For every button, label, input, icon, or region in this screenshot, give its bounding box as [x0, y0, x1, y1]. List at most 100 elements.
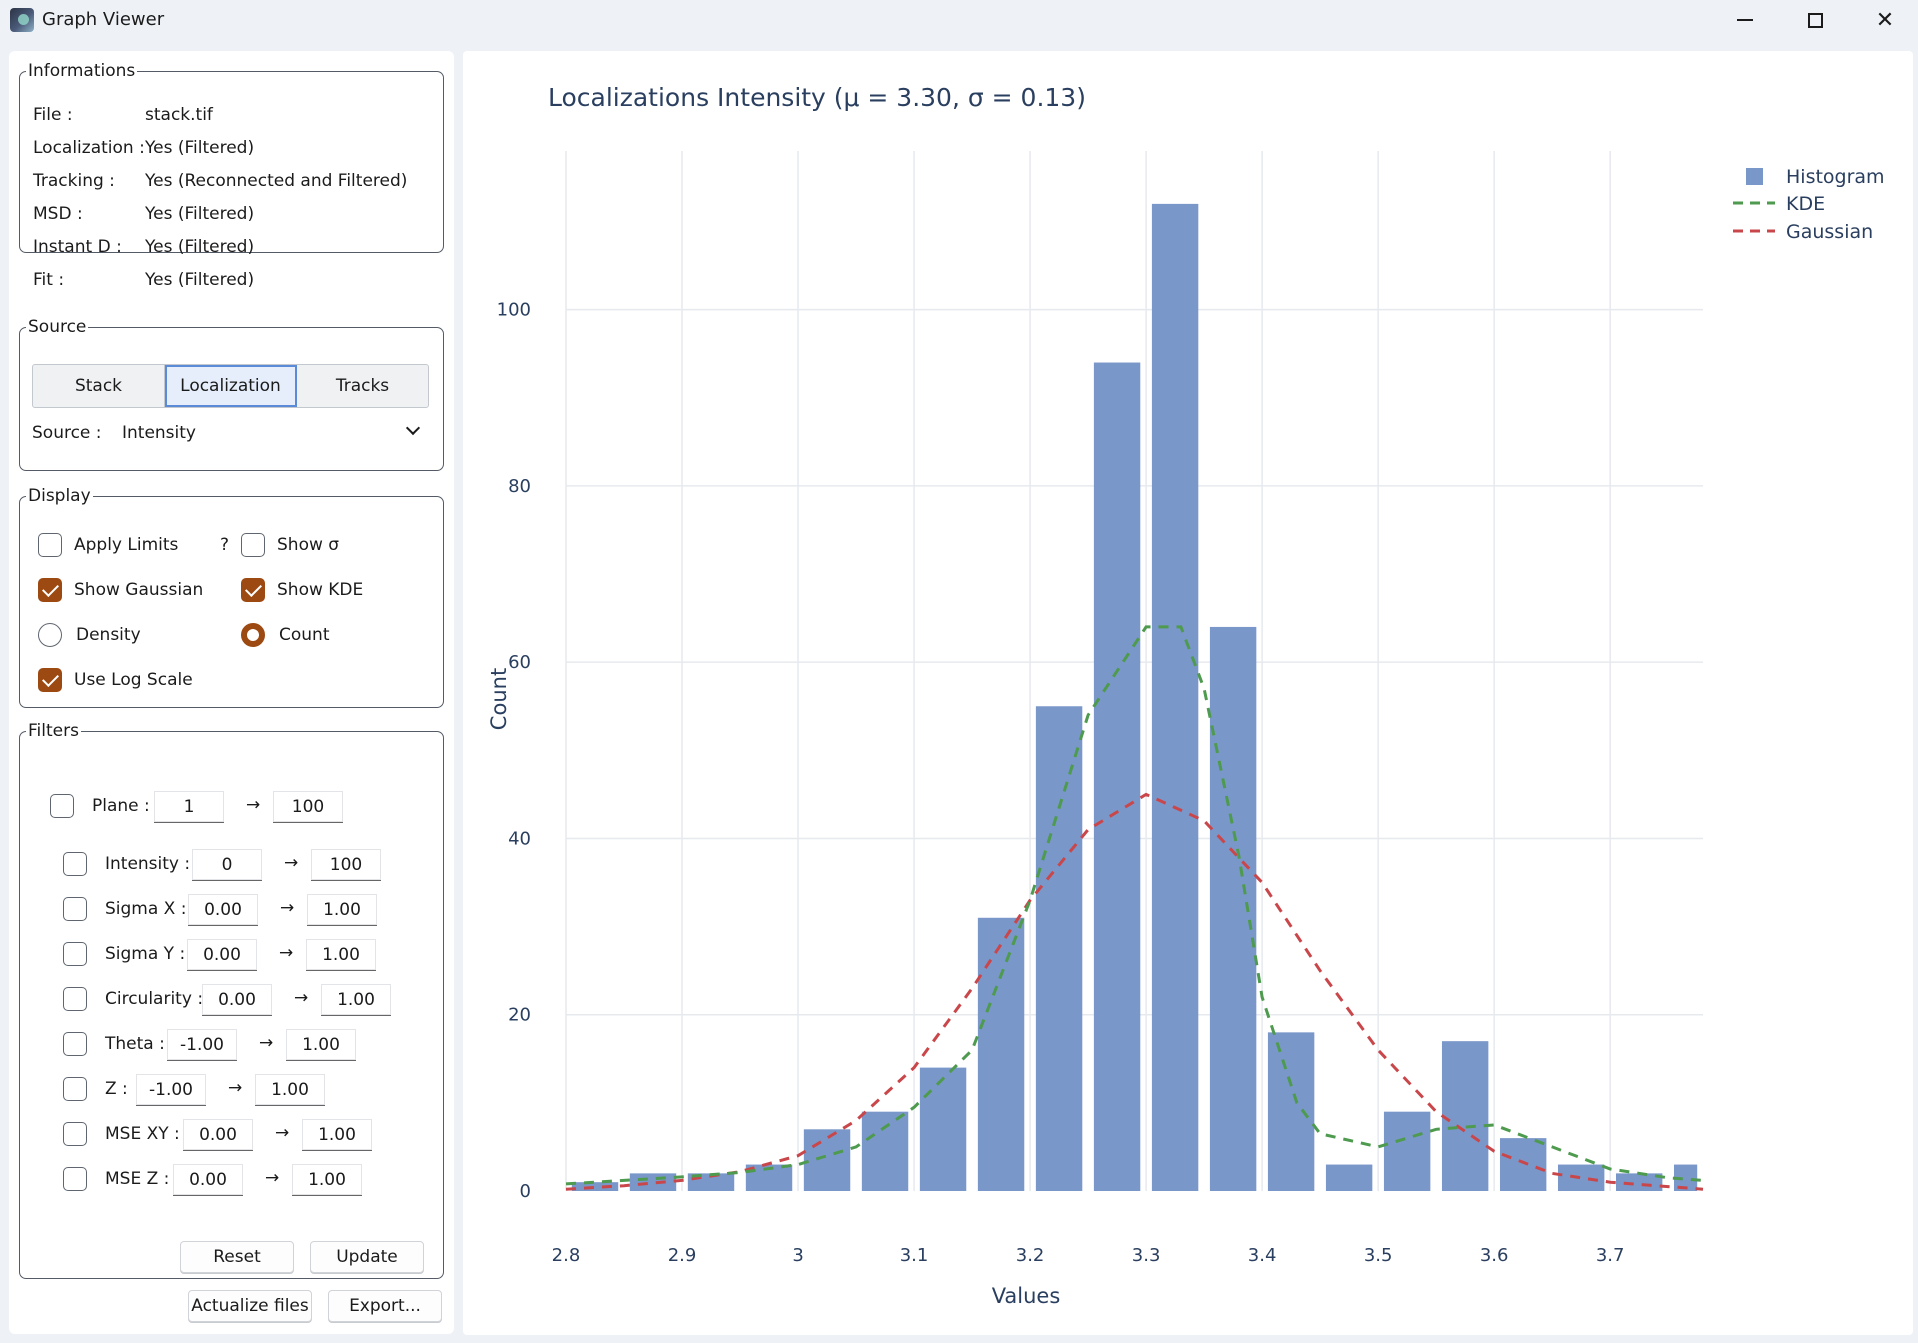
app-icon — [10, 8, 34, 32]
x-tick-label: 3 — [792, 1245, 803, 1266]
mse-z-filter-label: MSE Z : — [105, 1169, 170, 1189]
range-arrow: → — [275, 1123, 290, 1143]
info-value: stack.tif — [145, 105, 213, 125]
export-button[interactable]: Export... — [328, 1290, 442, 1322]
filters-legend: Filters — [28, 721, 79, 741]
count-radio[interactable] — [241, 623, 265, 647]
histogram-bar[interactable] — [571, 1182, 619, 1191]
histogram-bar[interactable] — [919, 1067, 967, 1191]
circularity-min-input[interactable]: 0.00 — [202, 984, 272, 1016]
tab-tracks[interactable]: Tracks — [335, 376, 390, 396]
help-icon[interactable]: ? — [220, 535, 230, 555]
y-tick-label: 60 — [508, 652, 531, 673]
circularity-filter-label: Circularity : — [105, 989, 204, 1009]
histogram-bar[interactable] — [1325, 1164, 1373, 1191]
intensity-min-input[interactable]: 0 — [192, 849, 262, 881]
maximize-icon — [1807, 12, 1823, 28]
z-max-input[interactable]: 1.00 — [255, 1074, 325, 1106]
mse-z-filter-checkbox[interactable] — [63, 1167, 87, 1191]
chart-legend: Histogram KDE Gaussian — [1733, 166, 1885, 243]
mse-z-max-input[interactable]: 1.00 — [292, 1164, 362, 1196]
control-panel: Informations File : stack.tif Localizati… — [9, 51, 454, 1334]
minimize-button[interactable] — [1710, 0, 1780, 40]
plane-filter-checkbox[interactable] — [50, 794, 74, 818]
histogram-bar[interactable] — [861, 1111, 909, 1191]
info-key: Fit : — [33, 270, 65, 290]
plane-max-input[interactable]: 100 — [273, 791, 343, 823]
histogram-bar[interactable] — [1673, 1164, 1698, 1191]
sigma-y-filter-checkbox[interactable] — [63, 942, 87, 966]
theta-min-input[interactable]: -1.00 — [167, 1029, 237, 1061]
intensity-filter-label: Intensity : — [105, 854, 191, 874]
intensity-filter-checkbox[interactable] — [63, 852, 87, 876]
theta-filter-checkbox[interactable] — [63, 1032, 87, 1056]
histogram-bar[interactable] — [1267, 1032, 1315, 1191]
legend-histogram-label[interactable]: Histogram — [1786, 166, 1885, 188]
histogram-bar[interactable] — [1151, 203, 1199, 1192]
histogram-bar[interactable] — [1557, 1164, 1605, 1191]
sigma-x-min-input[interactable]: 0.00 — [188, 894, 258, 926]
show-kde-checkbox[interactable] — [241, 578, 265, 602]
actualize-files-button[interactable]: Actualize files — [188, 1290, 312, 1322]
sigma-x-max-input[interactable]: 1.00 — [307, 894, 377, 926]
sigma-y-max-input[interactable]: 1.00 — [306, 939, 376, 971]
kde-curve[interactable] — [565, 625, 1704, 1186]
histogram-bar[interactable] — [629, 1173, 677, 1191]
update-button[interactable]: Update — [310, 1241, 424, 1273]
maximize-button[interactable] — [1780, 0, 1850, 40]
info-value: Yes (Filtered) — [145, 237, 255, 257]
theta-max-input[interactable]: 1.00 — [286, 1029, 356, 1061]
info-key: Instant D : — [33, 237, 122, 257]
legend-gaussian-label[interactable]: Gaussian — [1786, 221, 1873, 243]
histogram-bar[interactable] — [1441, 1041, 1489, 1191]
mse-xy-filter-checkbox[interactable] — [63, 1122, 87, 1146]
range-arrow: → — [279, 943, 294, 963]
density-label: Density — [76, 625, 141, 645]
x-tick-label: 2.9 — [668, 1245, 697, 1266]
display-legend: Display — [28, 486, 91, 506]
circularity-filter-checkbox[interactable] — [63, 987, 87, 1011]
histogram-bar[interactable] — [1035, 706, 1083, 1191]
range-arrow: → — [246, 795, 261, 815]
histogram-bar[interactable] — [803, 1129, 851, 1191]
mse-z-min-input[interactable]: 0.00 — [173, 1164, 243, 1196]
legend-kde-label[interactable]: KDE — [1786, 193, 1825, 215]
histogram-bar[interactable] — [1499, 1138, 1547, 1191]
info-key: Localization : — [33, 138, 145, 158]
use-log-scale-label: Use Log Scale — [74, 670, 193, 690]
use-log-scale-checkbox[interactable] — [38, 668, 62, 692]
z-min-input[interactable]: -1.00 — [136, 1074, 206, 1106]
sigma-x-filter-checkbox[interactable] — [63, 897, 87, 921]
mse-xy-min-input[interactable]: 0.00 — [183, 1119, 253, 1151]
z-filter-checkbox[interactable] — [63, 1077, 87, 1101]
density-radio[interactable] — [38, 623, 62, 647]
histogram-bar[interactable] — [977, 917, 1025, 1191]
tab-stack[interactable]: Stack — [33, 365, 165, 407]
histogram-bar[interactable] — [1209, 626, 1257, 1191]
mse-xy-filter-label: MSE XY : — [105, 1124, 180, 1144]
mse-xy-max-input[interactable]: 1.00 — [302, 1119, 372, 1151]
close-button[interactable]: ✕ — [1850, 0, 1918, 40]
tab-localization[interactable]: Localization — [165, 365, 297, 407]
circularity-max-input[interactable]: 1.00 — [321, 984, 391, 1016]
histogram-chart[interactable]: 2.8 2.9 3 3.1 3.2 3.3 3.4 3.5 3.6 3.7 0 20 40 60 80 100… — [463, 51, 1913, 1335]
sigma-y-min-input[interactable]: 0.00 — [187, 939, 257, 971]
info-key: MSD : — [33, 204, 83, 224]
chevron-down-icon — [405, 420, 421, 436]
plot-panel: 2.8 2.9 3 3.1 3.2 3.3 3.4 3.5 3.6 3.7 0 20 40 60 80 100… — [463, 51, 1913, 1335]
show-sigma-checkbox[interactable] — [241, 533, 265, 557]
apply-limits-checkbox[interactable] — [38, 533, 62, 557]
theta-filter-label: Theta : — [105, 1034, 165, 1054]
source-select[interactable]: Intensity — [112, 415, 432, 451]
plane-min-input[interactable]: 1 — [154, 791, 224, 823]
reset-button[interactable]: Reset — [180, 1241, 294, 1273]
y-tick-label: 80 — [508, 476, 531, 497]
histogram-bar[interactable] — [1383, 1111, 1431, 1191]
histogram-bar[interactable] — [1093, 362, 1141, 1192]
x-tick-label: 3.4 — [1248, 1245, 1277, 1266]
gaussian-curve[interactable] — [565, 792, 1704, 1191]
plane-filter-label: Plane : — [92, 796, 150, 816]
y-axis-label: Count — [487, 668, 511, 730]
show-gaussian-checkbox[interactable] — [38, 578, 62, 602]
intensity-max-input[interactable]: 100 — [311, 849, 381, 881]
